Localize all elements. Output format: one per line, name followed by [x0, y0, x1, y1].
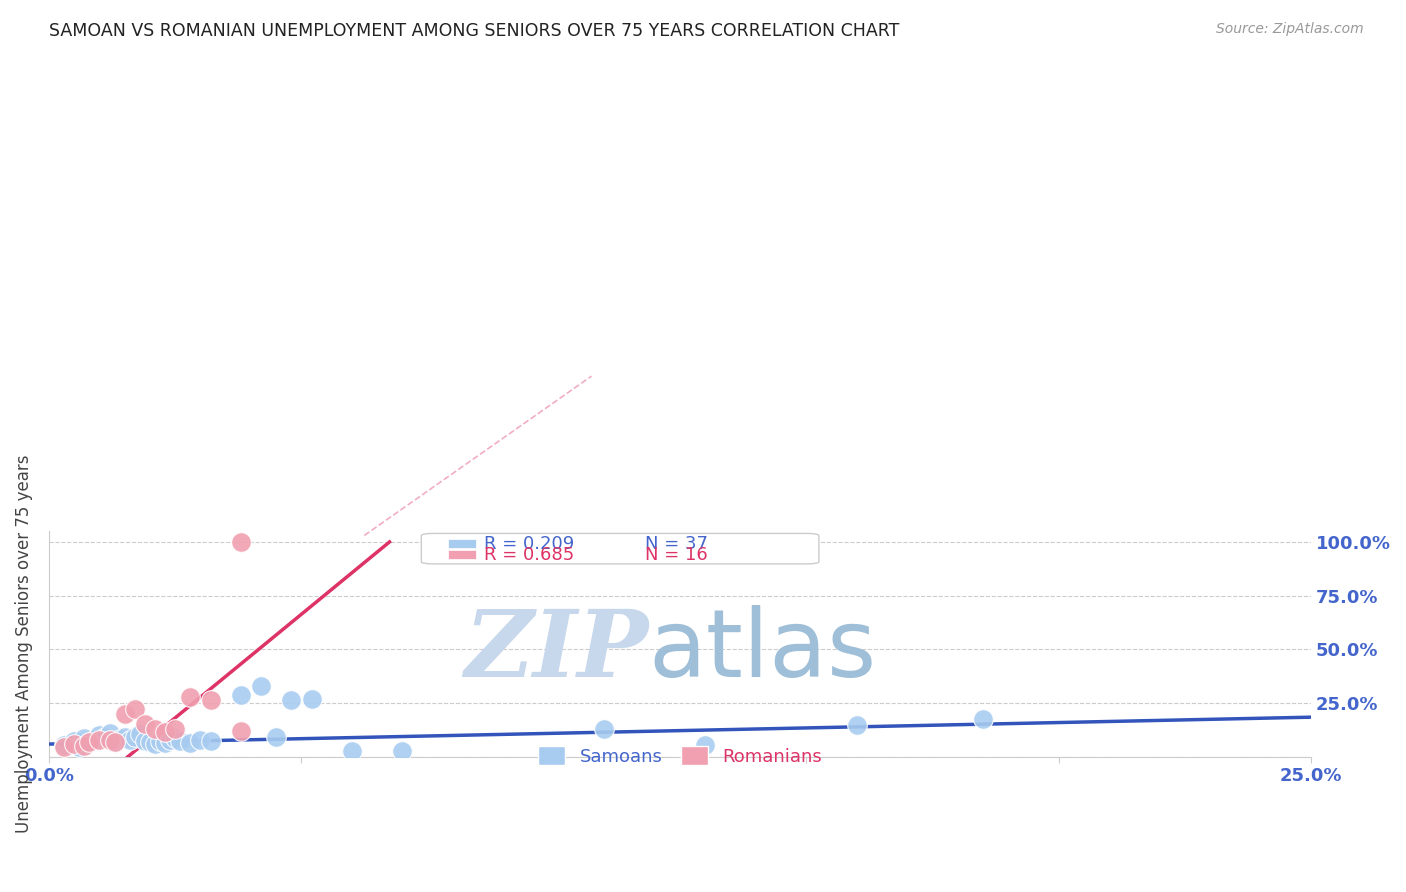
Y-axis label: Unemployment Among Seniors over 75 years: Unemployment Among Seniors over 75 years	[15, 455, 32, 833]
Text: N = 16: N = 16	[645, 546, 707, 564]
Text: R = 0.685: R = 0.685	[485, 546, 575, 564]
Point	[165, 731, 187, 745]
Point	[972, 712, 994, 726]
Point	[845, 717, 868, 731]
Point	[114, 706, 136, 721]
Point	[104, 735, 127, 749]
Text: ZIP: ZIP	[464, 606, 648, 696]
Point	[93, 730, 115, 744]
Point	[98, 726, 121, 740]
Point	[229, 535, 252, 549]
Point	[165, 722, 187, 736]
Point	[190, 732, 212, 747]
Point	[200, 693, 222, 707]
Point	[73, 731, 96, 745]
Point	[104, 735, 127, 749]
Point	[593, 722, 616, 736]
Point	[200, 734, 222, 748]
Text: R = 0.209: R = 0.209	[485, 534, 575, 552]
Text: SAMOAN VS ROMANIAN UNEMPLOYMENT AMONG SENIORS OVER 75 YEARS CORRELATION CHART: SAMOAN VS ROMANIAN UNEMPLOYMENT AMONG SE…	[49, 22, 900, 40]
Point	[124, 701, 146, 715]
Point	[280, 693, 302, 707]
Point	[301, 692, 323, 706]
Point	[53, 738, 76, 752]
Text: Source: ZipAtlas.com: Source: ZipAtlas.com	[1216, 22, 1364, 37]
Point	[89, 732, 111, 747]
Point	[79, 735, 101, 749]
FancyBboxPatch shape	[422, 533, 818, 564]
Point	[169, 734, 191, 748]
Point	[695, 738, 717, 752]
Point	[264, 730, 287, 744]
Point	[89, 728, 111, 742]
Point	[124, 730, 146, 744]
Point	[143, 722, 166, 736]
FancyBboxPatch shape	[449, 539, 475, 548]
Point	[63, 734, 86, 748]
Point	[153, 725, 176, 739]
Point	[149, 734, 172, 748]
Point	[108, 731, 131, 746]
Point	[114, 730, 136, 744]
Point	[67, 740, 90, 755]
Point	[98, 732, 121, 747]
Text: atlas: atlas	[648, 605, 877, 697]
Point	[63, 737, 86, 751]
Point	[134, 734, 156, 748]
Point	[143, 737, 166, 751]
Point	[159, 732, 181, 747]
Point	[229, 688, 252, 702]
FancyBboxPatch shape	[449, 550, 475, 559]
Point	[179, 736, 201, 750]
Point	[250, 679, 273, 693]
Point	[229, 724, 252, 739]
Point	[391, 743, 413, 757]
Point	[179, 690, 201, 704]
Point	[83, 732, 105, 747]
Point	[153, 736, 176, 750]
Point	[118, 732, 141, 747]
Point	[53, 740, 76, 755]
Point	[79, 736, 101, 750]
Legend: Samoans, Romanians: Samoans, Romanians	[531, 739, 830, 772]
Point	[73, 739, 96, 754]
Point	[340, 743, 363, 757]
Point	[139, 735, 162, 749]
Point	[128, 727, 150, 741]
Text: N = 37: N = 37	[645, 534, 707, 552]
Point	[134, 716, 156, 731]
